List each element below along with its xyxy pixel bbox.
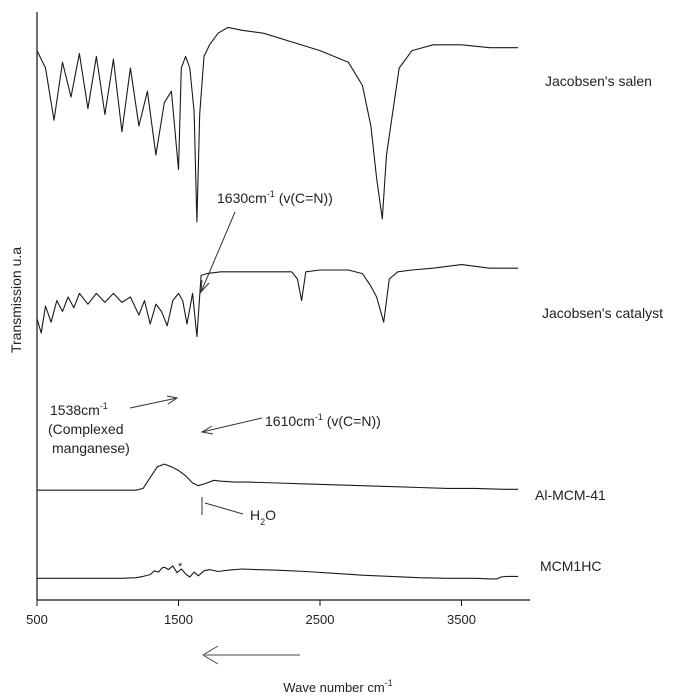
svg-text:1630cm-1 (v(C=N)): 1630cm-1 (v(C=N)) bbox=[217, 189, 333, 206]
series-label-salen: Jacobsen's salen bbox=[545, 73, 652, 89]
asterisk-marker: * bbox=[178, 561, 183, 573]
annotation-1610: 1610cm-1 (v(C=N)) bbox=[200, 412, 381, 435]
svg-text:H2O: H2O bbox=[250, 507, 276, 527]
x-tick-label: 2500 bbox=[306, 612, 335, 627]
svg-text:manganese): manganese) bbox=[52, 440, 130, 456]
direction-arrow bbox=[202, 645, 300, 665]
x-axis-label: Wave number cm-1 bbox=[283, 678, 392, 695]
series-line-jacobsens-catalyst bbox=[36, 264, 519, 338]
series-label-mcm1hc: MCM1HC bbox=[540, 558, 601, 574]
series-line-al-mcm-41 bbox=[37, 463, 519, 491]
series-line-mcm1hc bbox=[37, 565, 519, 580]
annotation-h2o: H2O bbox=[201, 497, 276, 527]
annotation-1538: 1538cm-1 (Complexed manganese) bbox=[48, 395, 179, 456]
x-tick-label: 500 bbox=[26, 612, 48, 627]
annotation-1630: 1630cm-1 (v(C=N)) bbox=[200, 189, 333, 294]
svg-text:1610cm-1 (v(C=N)): 1610cm-1 (v(C=N)) bbox=[265, 412, 381, 429]
series-label-almcm41: Al-MCM-41 bbox=[535, 487, 606, 503]
x-tick-label: 1500 bbox=[164, 612, 193, 627]
x-tick-label: 3500 bbox=[447, 612, 476, 627]
spectra-lines bbox=[36, 26, 519, 580]
y-axis-label: Transmission u.a bbox=[8, 247, 24, 353]
svg-text:(Complexed: (Complexed bbox=[48, 421, 123, 437]
svg-text:1538cm-1: 1538cm-1 bbox=[50, 401, 108, 418]
series-line-jacobsens-salen bbox=[36, 26, 519, 223]
series-label-catalyst: Jacobsen's catalyst bbox=[542, 305, 663, 321]
x-ticks: 500 1500 2500 3500 bbox=[26, 600, 476, 627]
